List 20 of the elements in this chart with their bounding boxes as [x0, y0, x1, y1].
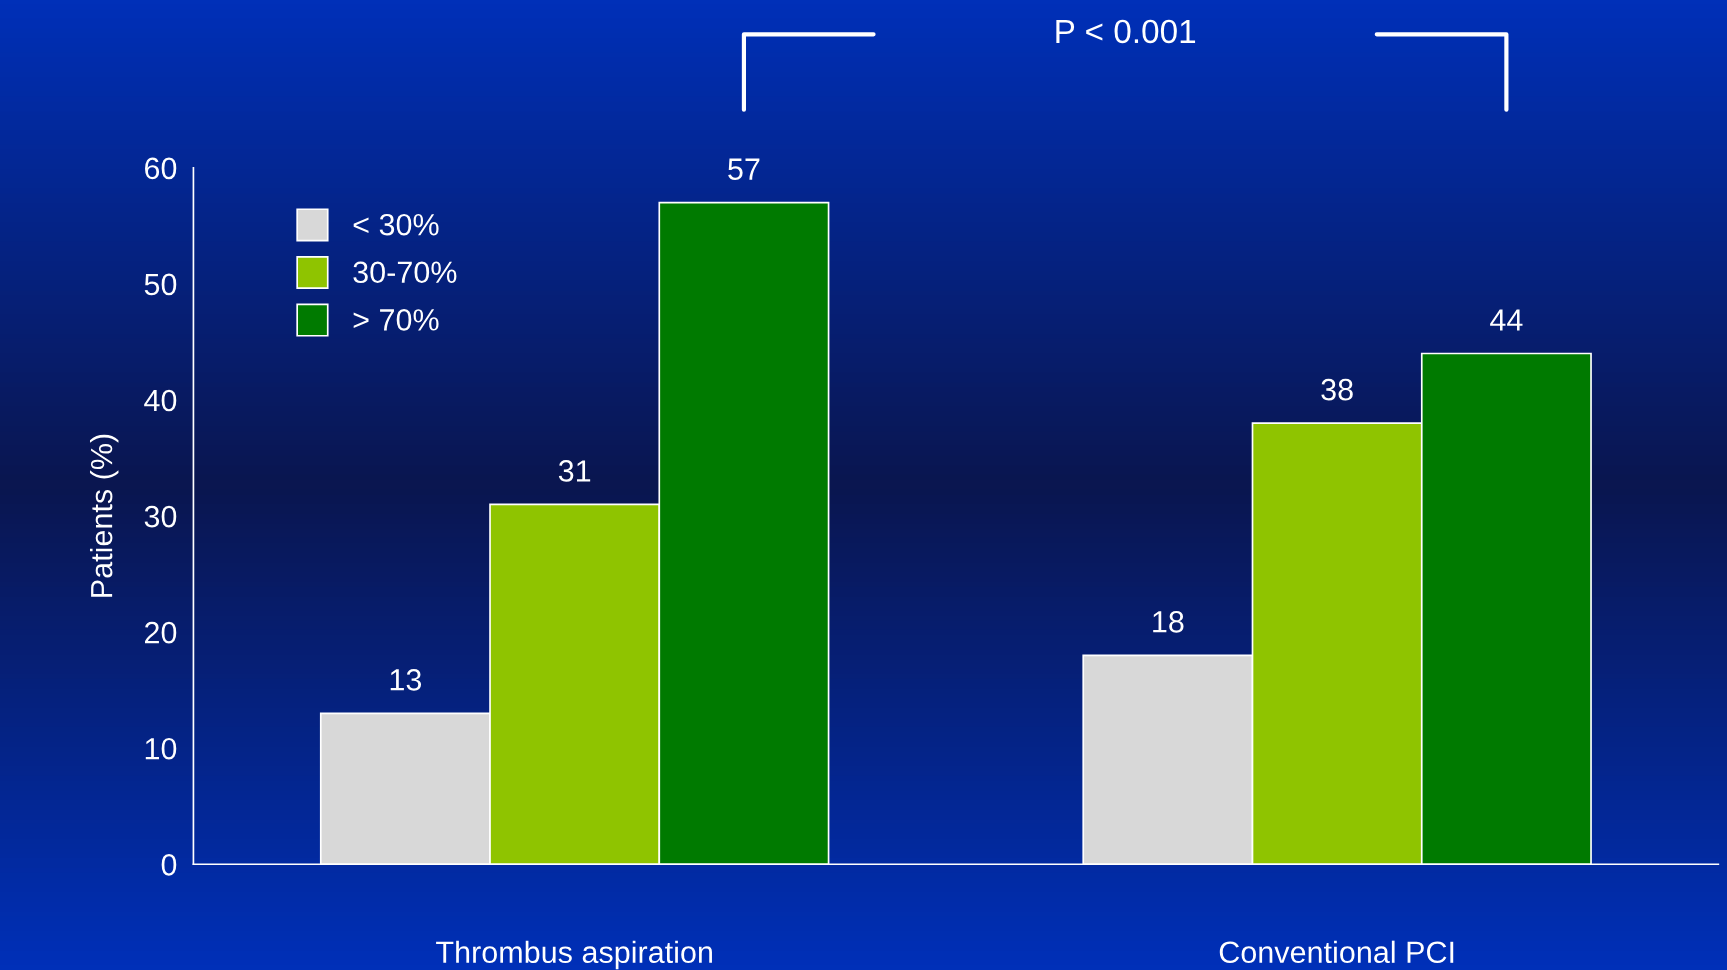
legend-label: 30-70%	[353, 261, 457, 284]
x-tick-label: Conventional PCI	[1219, 940, 1454, 964]
y-axis-title: Patients (%)	[89, 434, 119, 597]
data-label: 18	[1153, 610, 1184, 633]
data-label: 44	[1490, 309, 1523, 331]
y-tick-label: 20	[145, 621, 177, 644]
legend-label: > 70%	[353, 309, 439, 331]
data-label: 57	[728, 158, 760, 180]
data-label: 38	[1321, 378, 1353, 401]
data-label: 31	[558, 460, 591, 482]
text: P < 0.001	[1056, 19, 1196, 44]
y-tick-label: 40	[144, 389, 177, 412]
x-tick-label: Thrombus aspiration	[436, 940, 712, 970]
legend-label: < 30%	[353, 213, 439, 236]
y-tick-label: 0	[161, 854, 177, 876]
data-label: 13	[390, 669, 422, 691]
y-tick-label: 60	[145, 157, 177, 180]
y-tick-label: 50	[144, 273, 177, 296]
y-tick-label: 30	[144, 505, 177, 528]
y-tick-label: 10	[145, 737, 177, 760]
